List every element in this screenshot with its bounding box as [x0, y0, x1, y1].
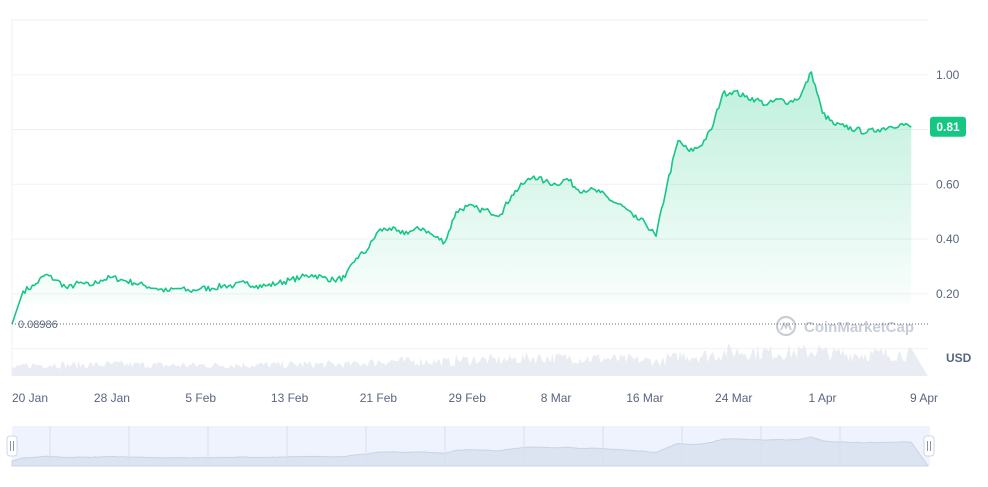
currency-label: USD	[946, 351, 972, 365]
y-tick-label: 1.00	[936, 68, 960, 82]
coinmarketcap-logo-icon	[775, 315, 797, 337]
y-axis: 0.200.400.600.801.00	[936, 68, 960, 301]
watermark-text: CoinMarketCap	[804, 319, 914, 336]
x-axis: 20 Jan 28 Jan 5 Feb 13 Feb 21 Feb 29 Feb 8 Mar…	[12, 391, 938, 405]
volume-bars	[12, 343, 928, 376]
current-price-badge: 0.81	[930, 116, 966, 137]
x-tick-label: 24 Mar	[715, 391, 752, 405]
watermark: CoinMarketCap	[775, 315, 914, 337]
y-tick-label: 0.40	[936, 232, 960, 246]
x-tick-label: 21 Feb	[360, 391, 398, 405]
x-tick-label: 20 Jan	[12, 391, 48, 405]
x-tick-label: 28 Jan	[94, 391, 130, 405]
navigator-right-handle[interactable]	[923, 435, 935, 457]
navigator-area	[11, 436, 929, 467]
x-tick-label: 13 Feb	[271, 391, 309, 405]
current-price-badge-bg	[930, 116, 966, 137]
x-tick-label: 16 Mar	[626, 391, 663, 405]
y-tick-label: 0.20	[936, 287, 960, 301]
x-tick-label: 8 Mar	[541, 391, 572, 405]
volume-area	[12, 343, 928, 376]
navigator-left-handle[interactable]	[6, 435, 18, 457]
x-tick-label: 1 Apr	[809, 391, 837, 405]
x-tick-label: 5 Feb	[185, 391, 216, 405]
price-area	[12, 72, 912, 324]
y-tick-label: 0.60	[936, 177, 960, 191]
current-price-value: 0.81	[936, 120, 960, 134]
range-navigator[interactable]	[6, 426, 935, 467]
start-price-label: 0.08986	[18, 319, 58, 331]
x-tick-label: 9 Apr	[910, 391, 938, 405]
price-line	[11, 71, 912, 325]
x-tick-label: 29 Feb	[449, 391, 487, 405]
coinmarketcap-logo-mark	[780, 322, 792, 331]
